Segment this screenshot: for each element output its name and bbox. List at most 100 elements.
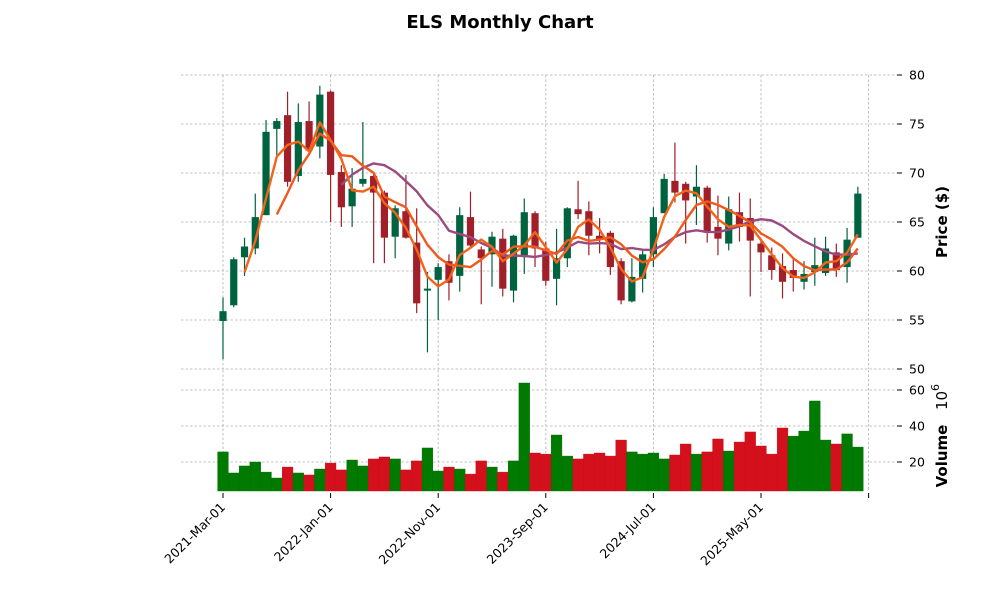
candle-body: [262, 131, 270, 216]
volume-bar: [529, 452, 541, 492]
candle-body: [854, 193, 862, 238]
price-tick-label: 80: [909, 68, 925, 83]
volume-bar: [615, 439, 627, 492]
candle-body: [639, 254, 647, 279]
candle-body: [423, 288, 432, 291]
volume-tick-label: 60: [909, 383, 925, 398]
volume-bar: [238, 465, 251, 492]
x-tick-label: 2022-Nov-01: [376, 500, 444, 568]
volume-bar: [841, 433, 853, 492]
volume-bar: [325, 462, 337, 492]
moving-average-6-line: [275, 132, 859, 272]
volume-bar: [798, 430, 810, 492]
candle-body: [434, 267, 442, 280]
candle-body: [703, 187, 711, 233]
price-tick-label: 70: [909, 166, 925, 181]
candle-body: [596, 235, 604, 240]
candle-body: [273, 121, 281, 129]
volume-axis-label: Volume 10 6: [929, 384, 951, 487]
x-tick-label: 2023-Sep-01: [484, 500, 551, 567]
candle-body: [628, 276, 636, 302]
candle-body: [778, 266, 787, 282]
volume-label-text: Volume: [933, 425, 951, 488]
axes: 50 55 60 65 70 75 80 20 40 60 2021-Mar-01 2022-Jan-…: [161, 68, 925, 569]
candle-body: [294, 122, 302, 176]
candle-body: [348, 188, 356, 207]
candle-body: [768, 255, 776, 271]
candle-body: [585, 211, 593, 236]
volume-bar: [830, 443, 842, 492]
volume-bar: [669, 454, 681, 492]
candle-body: [370, 175, 378, 193]
volume-bar: [787, 435, 799, 492]
volume-bar: [368, 458, 380, 492]
volume-tick-label: 40: [909, 419, 925, 434]
volume-bar: [712, 438, 724, 492]
price-tick-label: 50: [909, 362, 925, 377]
volume-bars: [217, 382, 864, 492]
price-tick-label: 75: [909, 117, 925, 132]
candle-body: [649, 217, 657, 255]
candle-body: [466, 217, 475, 246]
volume-bar: [744, 431, 756, 492]
candle-body: [305, 121, 313, 151]
volume-bar: [271, 477, 283, 492]
volume-bar: [303, 474, 315, 492]
volume-bar: [550, 434, 563, 492]
candle-body: [746, 218, 754, 241]
volume-bar: [357, 465, 369, 492]
candle-body: [402, 211, 410, 238]
volume-bar: [766, 453, 778, 492]
volume-bar: [432, 470, 444, 492]
volume-bar: [852, 446, 864, 492]
candle-body: [283, 115, 292, 182]
volume-bar: [507, 460, 520, 492]
candle-body: [509, 235, 518, 291]
candle-body: [413, 242, 421, 304]
volume-bar: [314, 468, 326, 492]
volume-bar: [335, 469, 347, 492]
volume-bar: [443, 466, 455, 492]
volume-bar: [647, 452, 659, 492]
volume-tick-label: 20: [909, 455, 925, 470]
candles: [219, 85, 862, 360]
candle-body: [531, 213, 539, 249]
candle-body: [563, 208, 571, 259]
volume-bar: [497, 471, 509, 492]
price-tick-label: 55: [909, 313, 925, 328]
candle-body: [456, 215, 464, 276]
volume-bar: [475, 460, 487, 492]
volume-bar: [411, 460, 423, 492]
volume-bar: [486, 466, 498, 492]
volume-bar: [572, 458, 584, 492]
candle-body: [391, 208, 399, 237]
moving-average-3-line: [243, 121, 859, 288]
volume-bar: [723, 450, 735, 492]
volume-bar: [540, 453, 552, 492]
candle-body: [520, 212, 528, 256]
candle-body: [251, 217, 259, 249]
volume-bar: [260, 471, 272, 492]
volume-bar: [228, 472, 240, 492]
candle-body: [735, 212, 744, 227]
x-tick-label: 2025-May-01: [697, 500, 766, 569]
price-tick-label: 60: [909, 264, 925, 279]
candle-body: [671, 180, 679, 193]
volume-bar: [604, 455, 616, 492]
moving-average-12-line: [340, 162, 858, 259]
volume-exponent-power: 6: [929, 384, 942, 391]
volume-bar: [680, 443, 692, 492]
volume-bar: [819, 439, 832, 492]
candle-body: [552, 258, 561, 279]
candle-body: [542, 248, 550, 281]
volume-bar: [454, 468, 466, 492]
volume-bar: [389, 458, 401, 492]
candle-body: [359, 178, 367, 184]
candle-body: [380, 192, 388, 238]
x-tick-label: 2024-Jul-01: [597, 500, 659, 562]
candle-body: [789, 270, 797, 278]
candle-body: [660, 178, 668, 214]
volume-bar: [249, 461, 261, 492]
chart-title: ELS Monthly Chart: [406, 12, 594, 33]
